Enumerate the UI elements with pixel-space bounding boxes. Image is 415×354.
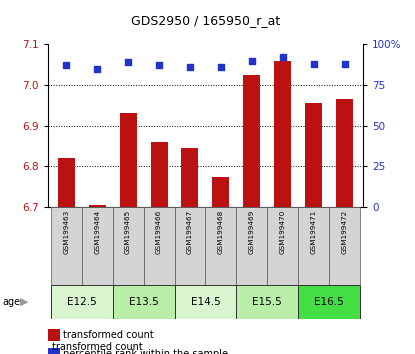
Text: E12.5: E12.5: [67, 297, 97, 307]
Text: E15.5: E15.5: [252, 297, 282, 307]
Bar: [212, 177, 229, 207]
Bar: [181, 148, 198, 207]
Text: GSM199464: GSM199464: [94, 210, 100, 254]
Bar: [51, 207, 82, 285]
Text: GSM199471: GSM199471: [311, 210, 317, 254]
Text: percentile rank within the sample: percentile rank within the sample: [63, 349, 228, 354]
Bar: [298, 285, 360, 319]
Bar: [329, 207, 360, 285]
Text: GSM199470: GSM199470: [280, 210, 286, 254]
Bar: [243, 75, 260, 207]
Bar: [336, 99, 353, 207]
Bar: [144, 207, 174, 285]
Point: [310, 61, 317, 67]
Bar: [58, 158, 75, 207]
Bar: [112, 207, 144, 285]
Point: [279, 55, 286, 60]
Text: GSM199467: GSM199467: [187, 210, 193, 254]
Point: [249, 58, 255, 63]
Bar: [48, 348, 60, 354]
Text: GSM199468: GSM199468: [218, 210, 224, 254]
Text: E13.5: E13.5: [129, 297, 159, 307]
Point: [217, 64, 224, 70]
Text: GDS2950 / 165950_r_at: GDS2950 / 165950_r_at: [131, 13, 280, 27]
Bar: [82, 207, 112, 285]
Point: [63, 63, 70, 68]
Bar: [48, 329, 60, 341]
Bar: [274, 61, 291, 207]
Point: [125, 59, 132, 65]
Bar: [237, 207, 267, 285]
Bar: [89, 205, 106, 207]
Bar: [298, 207, 329, 285]
Text: E14.5: E14.5: [190, 297, 220, 307]
Text: GSM199469: GSM199469: [249, 210, 255, 254]
Bar: [51, 285, 112, 319]
Text: ▶: ▶: [20, 297, 28, 307]
Bar: [174, 207, 205, 285]
Text: E16.5: E16.5: [314, 297, 344, 307]
Text: transformed count: transformed count: [52, 342, 143, 352]
Point: [341, 61, 348, 67]
Text: GSM199465: GSM199465: [125, 210, 131, 254]
Bar: [205, 207, 237, 285]
Bar: [120, 114, 137, 207]
Text: age: age: [2, 297, 20, 307]
Bar: [267, 207, 298, 285]
Bar: [151, 142, 168, 207]
Text: GSM199463: GSM199463: [63, 210, 69, 254]
Bar: [112, 285, 174, 319]
Point: [94, 66, 100, 72]
Bar: [237, 285, 298, 319]
Text: GSM199466: GSM199466: [156, 210, 162, 254]
Bar: [305, 103, 322, 207]
Point: [187, 64, 193, 70]
Text: transformed count: transformed count: [63, 330, 154, 340]
Point: [156, 63, 162, 68]
Text: GSM199472: GSM199472: [342, 210, 348, 254]
Bar: [174, 285, 237, 319]
